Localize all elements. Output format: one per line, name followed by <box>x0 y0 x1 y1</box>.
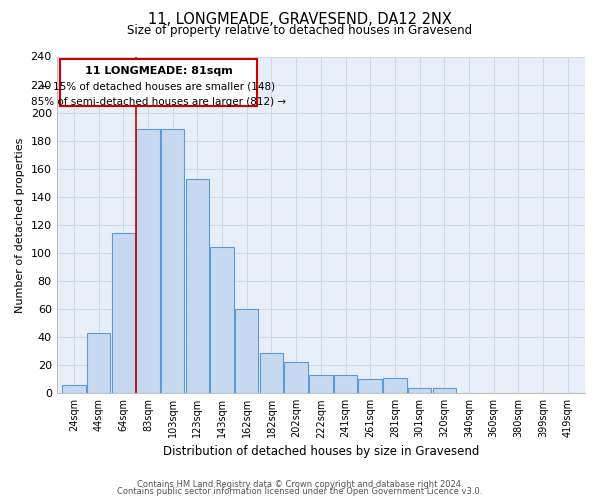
Bar <box>136 130 160 393</box>
Bar <box>433 388 456 393</box>
Text: 11, LONGMEADE, GRAVESEND, DA12 2NX: 11, LONGMEADE, GRAVESEND, DA12 2NX <box>148 12 452 28</box>
Bar <box>309 375 332 393</box>
Bar <box>185 178 209 393</box>
Bar <box>161 130 184 393</box>
Bar <box>334 375 357 393</box>
Y-axis label: Number of detached properties: Number of detached properties <box>15 137 25 312</box>
Bar <box>112 234 135 393</box>
Bar <box>62 385 86 393</box>
Bar <box>358 379 382 393</box>
Text: Size of property relative to detached houses in Gravesend: Size of property relative to detached ho… <box>127 24 473 37</box>
Bar <box>284 362 308 393</box>
Text: Contains public sector information licensed under the Open Government Licence v3: Contains public sector information licen… <box>118 487 482 496</box>
Bar <box>87 333 110 393</box>
Bar <box>235 309 259 393</box>
Bar <box>383 378 407 393</box>
FancyBboxPatch shape <box>61 60 257 106</box>
Bar <box>408 388 431 393</box>
Bar <box>260 352 283 393</box>
Text: Contains HM Land Registry data © Crown copyright and database right 2024.: Contains HM Land Registry data © Crown c… <box>137 480 463 489</box>
Text: 85% of semi-detached houses are larger (812) →: 85% of semi-detached houses are larger (… <box>31 97 286 107</box>
Bar <box>211 248 234 393</box>
Text: 11 LONGMEADE: 81sqm: 11 LONGMEADE: 81sqm <box>85 66 232 76</box>
Text: ← 15% of detached houses are smaller (148): ← 15% of detached houses are smaller (14… <box>41 82 275 92</box>
X-axis label: Distribution of detached houses by size in Gravesend: Distribution of detached houses by size … <box>163 444 479 458</box>
